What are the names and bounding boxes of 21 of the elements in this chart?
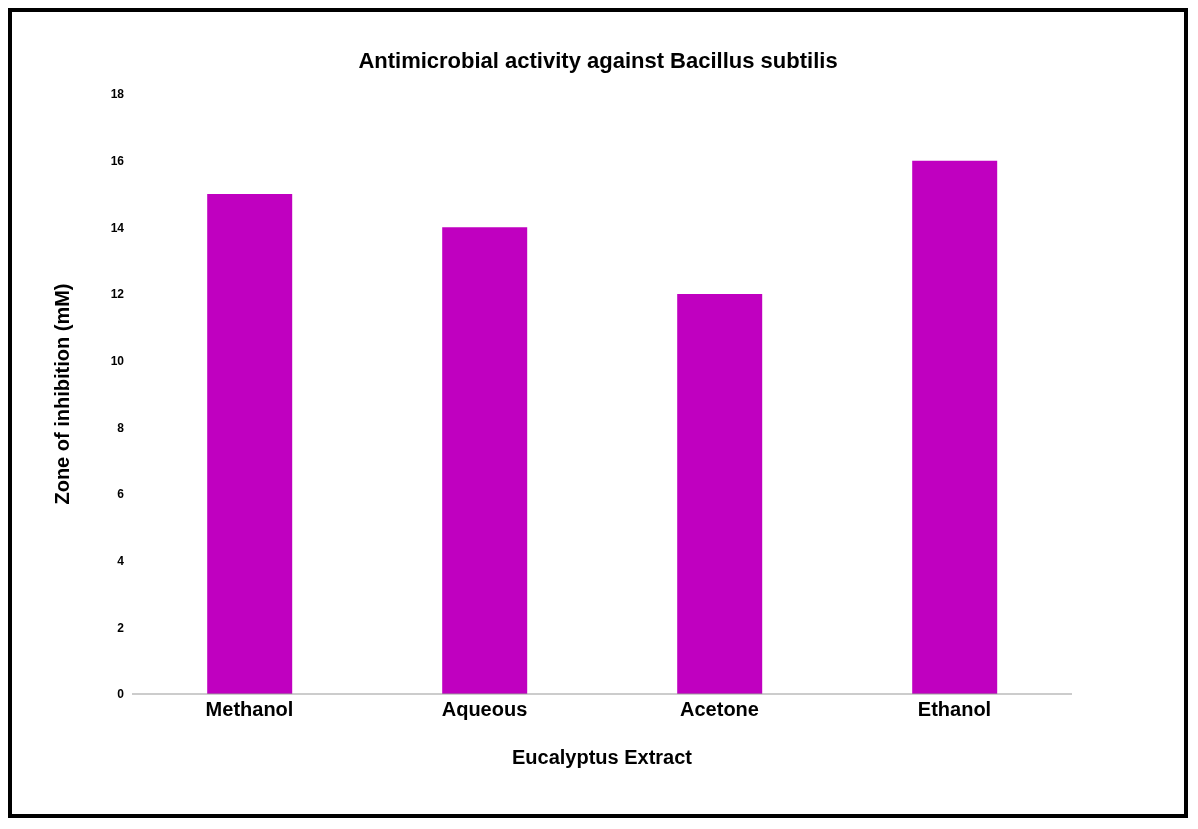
y-tick-label: 6	[117, 487, 125, 502]
x-tick-label: Ethanol	[917, 698, 992, 721]
y-tick-label: 4	[117, 553, 125, 568]
y-tick-label: 12	[110, 287, 125, 302]
y-tick-label: 0	[117, 687, 125, 702]
bar	[207, 194, 293, 694]
x-tick-label: Aqueous	[441, 698, 528, 721]
bar	[912, 160, 998, 694]
bar	[442, 227, 528, 694]
bar	[677, 294, 763, 694]
y-tick-label: 10	[110, 353, 125, 368]
y-tick-label: 16	[110, 153, 125, 168]
y-tick-label: 14	[110, 220, 125, 235]
chart-title: Antimicrobial activity against Bacillus subtilis	[357, 48, 839, 74]
y-tick-label: 8	[117, 420, 125, 435]
x-axis-title: Eucalyptus Extract	[511, 746, 693, 768]
y-tick-label: 2	[117, 620, 125, 635]
y-axis-title: Zone of inhibition (mM)	[51, 283, 74, 505]
x-tick-label: Methanol	[205, 698, 294, 721]
y-tick-label: 18	[110, 87, 125, 102]
x-tick-label: Acetone	[680, 698, 759, 721]
